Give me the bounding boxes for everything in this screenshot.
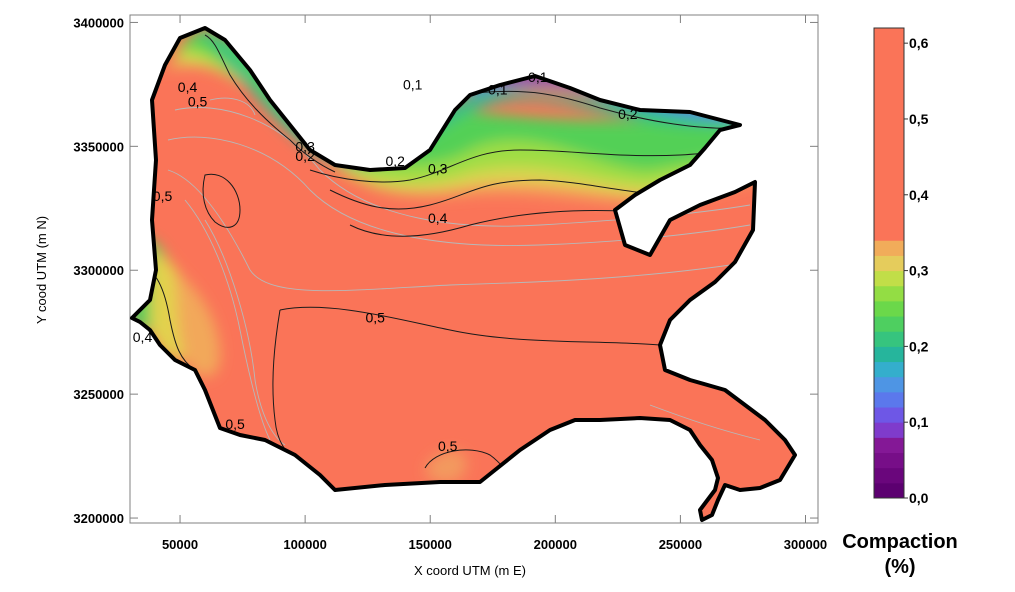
colorbar-tick-label: 0,2: [909, 338, 929, 354]
colorbar-tick-label: 0,1: [909, 414, 929, 430]
colorbar-tick-label: 0,6: [909, 35, 929, 51]
colorbar-band: [874, 225, 904, 241]
band-teal: [200, 28, 760, 165]
colorbar-title-line1: Compaction: [842, 531, 958, 553]
y-tick-label: 3250000: [73, 387, 124, 402]
x-tick-label: 250000: [659, 537, 702, 552]
band-orange-south: [425, 450, 467, 483]
colorbar-tick-label: 0,3: [909, 263, 929, 279]
contour-label: 0,2: [385, 153, 405, 169]
contour-label: 0,1: [488, 81, 508, 97]
colorbar-band: [874, 316, 904, 332]
colorbar-band: [874, 361, 904, 378]
colorbar-band: [874, 376, 904, 393]
colorbar-band: [874, 437, 904, 454]
contour-label: 0,2: [618, 106, 638, 122]
contour-label: 0,5: [188, 94, 208, 110]
contour-label: 0,5: [225, 416, 245, 432]
colorbar-band: [874, 43, 904, 59]
x-tick-label: 150000: [409, 537, 452, 552]
colorbar-band: [874, 149, 904, 165]
x-tick-label: 100000: [283, 537, 326, 552]
colorbar-band: [874, 179, 904, 196]
y-tick-label: 3400000: [73, 15, 124, 30]
axes: 50000 100000 150000 200000 250000 300000 32000…: [73, 15, 827, 552]
map-boundary: [130, 26, 797, 522]
band-orange-west: [175, 270, 221, 377]
colorbar-band: [874, 331, 904, 347]
contour-label: 0,5: [365, 309, 385, 325]
colorbar-title-line2: (%): [884, 556, 915, 578]
contour-label: 0,4: [428, 210, 448, 226]
contour-label: 0,4: [178, 79, 198, 95]
y-axis-label: Y cood UTM (m N): [34, 216, 49, 324]
colorbar-band: [874, 28, 904, 44]
colorbar-tick-label: 0,4: [909, 187, 929, 203]
x-axis-label: X coord UTM (m E): [414, 563, 526, 578]
colorbar-band: [874, 270, 904, 287]
contour-label: 0,3: [295, 138, 315, 154]
colorbar-band: [874, 118, 904, 135]
colorbar-tick-label: 0,0: [909, 490, 929, 506]
colorbar-band: [874, 467, 904, 484]
colorbar-band: [874, 422, 904, 438]
contour-label: 0,1: [528, 69, 548, 85]
y-tick-label: 3350000: [73, 139, 124, 154]
colorbar-band: [874, 73, 904, 90]
contour-labels: 0,1 0,10,10,20,20,20,30,30,40,40,50,50,50…: [133, 69, 638, 454]
colorbar-band: [874, 285, 904, 302]
colorbar-frame: [873, 27, 905, 499]
colorbar-band: [874, 103, 904, 120]
colorbar-band: [874, 240, 904, 256]
y-tick-label: 3200000: [73, 511, 124, 526]
x-tick-label: 300000: [784, 537, 827, 552]
y-tick-label: 3300000: [73, 263, 124, 278]
colorbar-band: [874, 482, 904, 499]
colorbar-band: [874, 452, 904, 469]
colorbar-band: [874, 209, 904, 226]
contour-label: 0,5: [438, 438, 458, 454]
colorbar-band: [874, 134, 904, 150]
colorbar-band: [874, 164, 904, 181]
colorbar-band: [874, 194, 904, 211]
colorbar-band: [874, 88, 904, 105]
x-tick-label: 50000: [162, 537, 198, 552]
contour-label: 0,5: [153, 188, 173, 204]
contour-label: 0,4: [133, 329, 153, 345]
colorbar: 0,0 0,1 0,2 0,3 0,4 0,5 0,6: [873, 27, 929, 506]
colorbar-band: [874, 346, 904, 363]
colorbar-band: [874, 300, 904, 317]
colorbar-band: [874, 58, 904, 74]
x-tick-label: 200000: [534, 537, 577, 552]
colorbar-band: [874, 407, 904, 423]
contour-label: 0,1: [403, 76, 423, 92]
colorbar-band: [874, 391, 904, 408]
colorbar-tick-label: 0,5: [909, 111, 929, 127]
contour-label: 0,2: [295, 148, 315, 164]
contour-label: 0,3: [428, 161, 448, 177]
colorbar-band: [874, 255, 904, 272]
